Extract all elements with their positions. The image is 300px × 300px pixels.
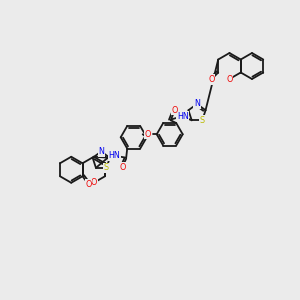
Text: O: O [172,106,178,115]
Text: O: O [145,130,151,139]
Text: S: S [200,116,205,125]
Text: O: O [208,75,214,84]
Text: N: N [194,100,200,109]
Text: O: O [119,163,125,172]
Text: O: O [226,74,233,83]
Text: O: O [91,178,97,187]
Text: HN: HN [108,151,120,160]
Text: O: O [85,180,92,189]
Text: S: S [104,163,109,172]
Text: N: N [98,147,104,156]
Text: HN: HN [177,112,189,121]
